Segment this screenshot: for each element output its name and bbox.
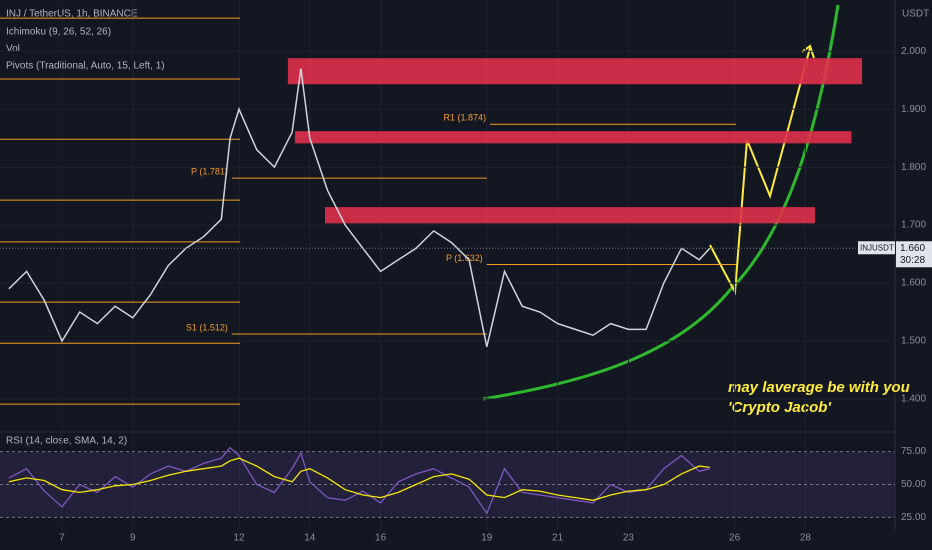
x-tick-label: 23 [623, 533, 635, 544]
annotation: may laverage be with you [728, 379, 910, 396]
y-tick-label: 1.900 [901, 104, 926, 115]
last-price-tag [896, 241, 932, 268]
y-axis-label: USDT [902, 9, 929, 20]
last-price-label: 1.660 [900, 243, 925, 254]
indicator: Ichimoku (9, 26, 52, 26) [6, 27, 111, 38]
x-tick-label: 26 [729, 533, 741, 544]
x-tick-label: 28 [800, 533, 812, 544]
last-price-box [858, 241, 895, 255]
zone [325, 207, 815, 224]
x-tick-label: 16 [375, 533, 387, 544]
x-tick-label: 12 [233, 533, 245, 544]
trend-curve [482, 4, 840, 401]
y-tick-label: 1.800 [901, 162, 926, 173]
rsi-tick-label: 25.00 [901, 512, 926, 523]
rsi-title: RSI (14, close, SMA, 14, 2) [6, 436, 127, 447]
x-tick-label: 9 [130, 533, 136, 544]
y-tick-label: 2.000 [901, 46, 926, 57]
chart-title: INJ / TetherUS, 1h, BINANCE [6, 9, 138, 20]
rsi-line [8, 457, 710, 501]
annotation: 'Crypto Jacob' [728, 399, 831, 416]
pivot-label: S1 (1.512) [186, 322, 228, 332]
y-tick-label: 1.700 [901, 220, 926, 231]
last-price-symbol: INJUSDT [860, 243, 894, 252]
x-tick-label: 19 [481, 533, 493, 544]
zone [294, 131, 852, 144]
x-tick-label: 7 [59, 533, 65, 544]
pivot-label: P (1.632) [446, 253, 483, 263]
zone [287, 58, 863, 85]
x-tick-label: 21 [552, 533, 564, 544]
y-tick-label: 1.600 [901, 278, 926, 289]
pivot-label: P (1.781) [191, 167, 228, 177]
y-tick-label: 1.500 [901, 336, 926, 347]
indicator: Pivots (Traditional, Auto, 15, Left, 1) [6, 61, 165, 72]
countdown: 30:28 [900, 255, 925, 266]
rsi-tick-label: 75.00 [901, 446, 926, 457]
indicator: Vol [6, 44, 20, 55]
pivot-label: R1 (1.874) [443, 113, 486, 123]
rsi-tick-label: 50.00 [901, 479, 926, 490]
price-line [8, 68, 711, 347]
rsi-line [8, 446, 710, 515]
y-tick-label: 1.400 [901, 394, 926, 405]
x-tick-label: 14 [304, 533, 316, 544]
arrow-head [801, 44, 815, 59]
